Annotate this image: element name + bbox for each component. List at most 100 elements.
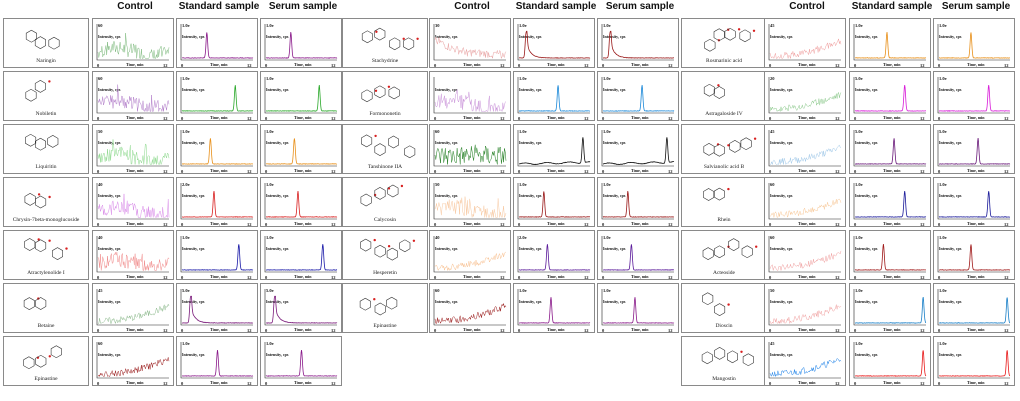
ring-bond (703, 83, 715, 97)
standard-panel: 1.0e Intensity, cps 0 12 Time, min (513, 283, 595, 333)
oxygen-atom (727, 144, 730, 147)
axis-lines (853, 289, 926, 326)
standard-chromatogram: 1.0e Intensity, cps 0 12 Time, min (180, 129, 254, 173)
control-chromatogram: 45 Intensity, cps 0 12 Time, min (768, 23, 842, 67)
ring-bond (388, 86, 400, 100)
chemical-structure-drawing (704, 27, 756, 52)
oxygen-atom (737, 28, 741, 31)
x-start-label: 0 (854, 169, 857, 174)
axis-lines (180, 130, 253, 167)
y-axis-label: Intensity, cps (435, 299, 458, 304)
control-chromatogram: 50 Intensity, cps 0 12 Time, min (96, 129, 170, 173)
axis-lines (517, 77, 590, 114)
y-max-label: 5.0e (855, 76, 863, 81)
serum-chromatogram: 1.0e Intensity, cps 0 12 Time, min (937, 341, 1011, 385)
control-panel: 45 Intensity, cps 0 12 Time, min (764, 18, 846, 68)
y-axis-label: Intensity, cps (855, 246, 878, 251)
ring-bond (25, 133, 37, 147)
y-axis-label: Intensity, cps (770, 299, 793, 304)
y-max-label: 30 (435, 23, 440, 28)
y-max-label: 45 (770, 23, 775, 28)
control-trace-line (434, 144, 507, 165)
y-axis-label: Intensity, cps (182, 34, 205, 39)
serum-chromatogram: 1.0e Intensity, cps 0 12 Time, min (264, 129, 338, 173)
control-panel: 40 Intensity, cps 0 12 Time, min (92, 177, 174, 227)
serum-panel: 1.0e Intensity, cps 0 12 Time, min (597, 124, 679, 174)
ring-bond (740, 137, 752, 151)
x-axis-label: Time, min (463, 221, 481, 226)
ring-bond (739, 29, 751, 43)
x-end-label: 12 (835, 328, 840, 333)
y-axis-label: Intensity, cps (939, 87, 962, 92)
standard-chromatogram: 1.0e Intensity, cps 0 12 Time, min (180, 341, 254, 385)
x-start-label: 0 (518, 275, 521, 280)
y-max-label: 5.0e (939, 129, 947, 134)
x-axis-label: Time, min (798, 221, 816, 226)
standard-panel: 1.0e Intensity, cps 0 12 Time, min (176, 71, 258, 121)
chemical-structure-drawing (360, 184, 404, 207)
y-axis-label: Intensity, cps (435, 193, 458, 198)
x-end-label: 12 (920, 381, 925, 386)
standard-chromatogram: 2.0e Intensity, cps 0 12 Time, min (180, 182, 254, 226)
axis-lines (517, 24, 590, 61)
y-max-label: 1.0e (603, 288, 611, 293)
standard-panel: 1.0e Intensity, cps 0 12 Time, min (849, 336, 931, 386)
axis-lines (853, 183, 926, 220)
x-axis-label: Time, min (294, 327, 312, 332)
x-axis-label: Time, min (631, 221, 649, 226)
y-max-label: 1.0e (603, 76, 611, 81)
x-end-label: 12 (920, 116, 925, 121)
compound-name: Stachydrine (371, 58, 399, 64)
y-max-label: 1.0e (939, 341, 947, 346)
compound-name: Chrysin-7beta-monoglucoside (12, 217, 80, 223)
control-trace-line (97, 139, 170, 165)
standard-panel: 1.0e Intensity, cps 0 12 Time, min (513, 177, 595, 227)
x-start-label: 0 (602, 222, 605, 227)
x-start-label: 0 (769, 169, 772, 174)
y-max-label: 60 (770, 235, 775, 240)
x-axis-label: Time, min (547, 274, 565, 279)
x-start-label: 0 (434, 116, 437, 121)
standard-panel: 2.0e Intensity, cps 0 12 Time, min (513, 230, 595, 280)
ring-bond (714, 347, 726, 360)
control-panel: 40 Intensity, cps 0 12 Time, min (429, 230, 511, 280)
axis-lines (264, 342, 337, 379)
y-max-label: 1.0e (266, 182, 274, 187)
y-axis-label: Intensity, cps (603, 34, 626, 39)
x-start-label: 0 (97, 275, 100, 280)
y-axis-label: Intensity, cps (939, 193, 962, 198)
ring-bond (24, 193, 36, 206)
x-end-label: 12 (584, 63, 589, 68)
ring-bond (25, 88, 37, 102)
structure-cell: Naringin (3, 18, 89, 68)
y-axis-label: Intensity, cps (855, 193, 878, 198)
x-start-label: 0 (854, 116, 857, 121)
control-panel: 50 Intensity, cps 0 12 Time, min (764, 283, 846, 333)
serum-chromatogram: 1.0e Intensity, cps 0 12 Time, min (264, 341, 338, 385)
y-max-label: 40 (98, 235, 103, 240)
x-start-label: 0 (434, 169, 437, 174)
ring-bond (34, 36, 46, 49)
y-max-label: 60 (98, 23, 103, 28)
serum-chromatogram: 1.0e Intensity, cps 0 12 Time, min (264, 235, 338, 279)
y-axis-label: Intensity, cps (939, 299, 962, 304)
axis-lines (768, 183, 841, 220)
axis-lines (96, 183, 169, 220)
y-max-label: 1.0e (939, 76, 947, 81)
ring-bond (399, 239, 411, 253)
standard-chromatogram: 1.0e Intensity, cps 0 12 Time, min (853, 235, 926, 279)
ring-bond (704, 38, 716, 52)
ring-bond (727, 350, 738, 364)
control-trace-line (434, 89, 507, 113)
serum-column-header: Serum sample (941, 1, 1011, 12)
x-end-label: 12 (668, 275, 673, 280)
y-max-label: 1.0e (266, 129, 274, 134)
structure-cell: Astragaloside IV (681, 71, 767, 121)
control-trace-line (769, 198, 842, 218)
y-max-label: 50 (98, 129, 103, 134)
control-panel: 45 Intensity, cps 0 12 Time, min (764, 336, 846, 386)
axis-lines (264, 77, 337, 114)
standard-trace-line (518, 137, 591, 166)
standard-panel: 1.0e Intensity, cps 0 12 Time, min (176, 336, 258, 386)
y-max-label: 60 (98, 76, 103, 81)
